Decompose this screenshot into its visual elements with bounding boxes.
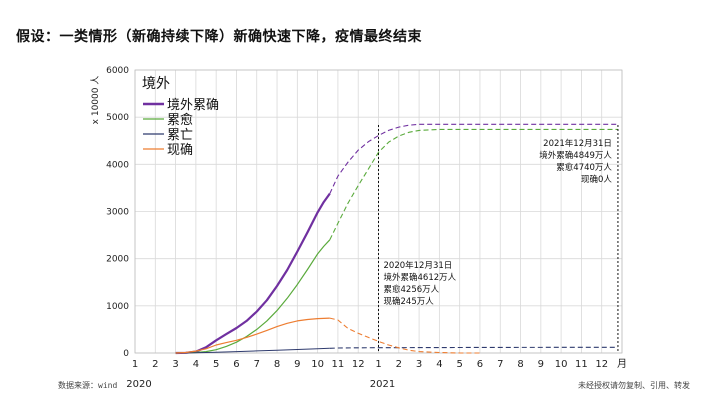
x-tick-label: 6: [477, 359, 483, 370]
x-tick-label: 11: [332, 359, 345, 370]
x-tick-label: 1: [132, 359, 138, 370]
annotation-line: 现确245万人: [384, 296, 435, 307]
data-source: 数据来源：wind: [58, 381, 118, 390]
x-tick-label: 5: [456, 359, 462, 370]
x-tick-label: 12: [352, 359, 365, 370]
y-tick-label: 2000: [106, 255, 129, 265]
annotation-line: 累愈4256万人: [384, 284, 440, 295]
x-tick-label: 7: [497, 359, 503, 370]
x-tick-label: 4: [193, 359, 199, 370]
x-tick-label: 2: [396, 359, 402, 370]
series-line-actual: [175, 239, 331, 354]
series-line-actual: [175, 317, 330, 354]
x-tick-label: 10: [555, 359, 568, 370]
chart-title: 境外: [142, 76, 170, 92]
x-tick-label: 10: [311, 359, 324, 370]
series-line-projection: [329, 128, 618, 241]
legend-label: 现确: [167, 143, 193, 158]
x-tick-label: 4: [436, 359, 442, 370]
annotation-line: 累愈4740万人: [556, 162, 612, 173]
y-tick-label: 4000: [106, 160, 129, 170]
x-tick-label: 2: [152, 359, 158, 370]
x-tick-label: 8: [274, 359, 280, 370]
x-tick-label: 月: [617, 358, 627, 370]
legend-label: 累愈: [167, 113, 193, 128]
plot-border: [134, 69, 623, 354]
x-tick-label: 8: [517, 359, 523, 370]
y-tick-label: 6000: [106, 66, 129, 76]
x-tick-label: 1: [375, 359, 381, 370]
x-tick-label: 5: [213, 359, 219, 370]
annotation-line: 境外累确4612万人: [384, 272, 457, 283]
annotation-line: 2021年12月31日: [543, 138, 612, 149]
x-tick-label: 11: [575, 359, 588, 370]
legend-label: 累亡: [167, 128, 193, 143]
y-tick-label: 3000: [106, 208, 129, 218]
series-lines: [175, 123, 618, 355]
x-tick-label: 9: [294, 359, 300, 370]
x-tick-label: 9: [538, 359, 544, 370]
x-tick-label: 6: [233, 359, 239, 370]
x-tick-label: 3: [172, 359, 178, 370]
headline: 假设：一类情形（新确持续下降）新确快速下降，疫情最终结束: [16, 29, 422, 45]
x-tick-label: 3: [416, 359, 422, 370]
y-axis: 0 1000 2000 3000 4000 5000 6000: [106, 66, 129, 359]
annotation-line: 2020年12月31日: [384, 260, 453, 271]
disclaimer: 未经授权请勿复制、引用、转发: [578, 381, 690, 390]
reference-lines: [378, 125, 619, 353]
annotation-line: 现确0人: [581, 174, 612, 185]
year-label: 2021: [370, 379, 395, 390]
legend-label: 境外累确: [167, 98, 219, 113]
series-line-actual: [175, 347, 330, 354]
y-tick-label: 5000: [106, 113, 129, 123]
y-tick-label: 0: [123, 349, 129, 359]
x-tick-label: 12: [595, 359, 608, 370]
y-axis-label: x 10000 人: [90, 76, 101, 125]
y-tick-label: 1000: [106, 302, 129, 312]
annotation-line: 境外累确4849万人: [539, 150, 612, 161]
series-line-actual: [175, 192, 331, 355]
series-line-projection: [329, 317, 480, 354]
x-tick-label: 7: [254, 359, 260, 370]
series-line-projection: [329, 123, 618, 194]
year-label: 2020: [126, 379, 151, 390]
series-line-projection: [329, 346, 618, 349]
